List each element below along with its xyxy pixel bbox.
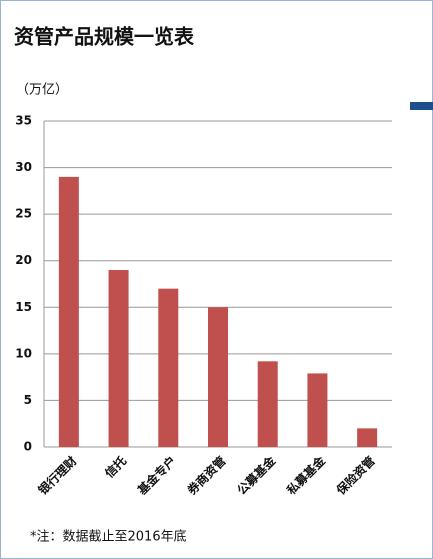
- decoration: [410, 102, 433, 110]
- bar: [357, 428, 378, 447]
- y-tick-label: 10: [15, 346, 32, 360]
- y-tick-label: 0: [24, 440, 32, 454]
- footnote: *注：数据截止至2016年底: [30, 529, 187, 545]
- bar: [257, 361, 278, 447]
- y-tick-label: 15: [15, 300, 32, 314]
- y-tick-label: 20: [15, 253, 32, 267]
- y-axis-label: （万亿）: [16, 83, 68, 98]
- y-tick-label: 30: [15, 160, 32, 174]
- bar: [108, 270, 129, 447]
- y-tick-label: 5: [24, 393, 32, 407]
- chart-title: 资管产品规模一览表: [14, 25, 195, 49]
- bar: [158, 288, 179, 447]
- y-tick-label: 25: [15, 207, 32, 221]
- bar: [58, 176, 79, 447]
- bar: [307, 373, 328, 447]
- y-tick-label: 35: [15, 114, 32, 128]
- bar: [208, 307, 228, 447]
